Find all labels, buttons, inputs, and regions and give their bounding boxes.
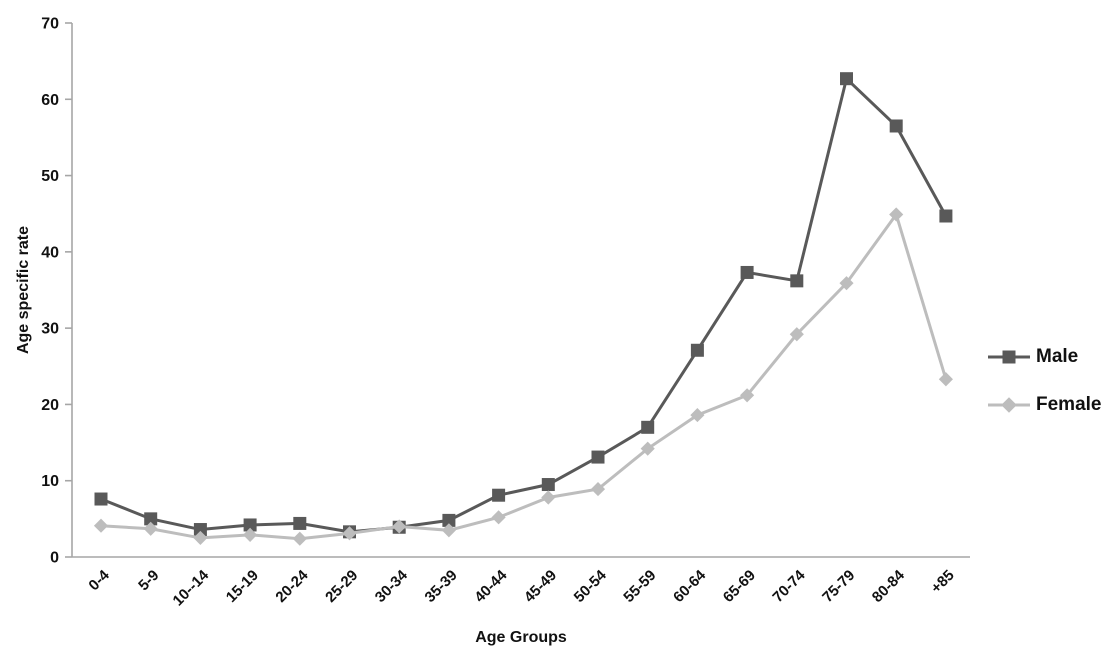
y-tick-label: 30	[41, 321, 59, 338]
female-marker	[740, 388, 755, 403]
x-tick-label: 20-24	[272, 566, 312, 606]
x-tick-label: 55-59	[620, 567, 659, 606]
male-legend-label: Male	[1036, 346, 1079, 367]
male-marker	[740, 265, 754, 279]
x-tick-label: 80-84	[869, 566, 909, 606]
male-marker	[492, 488, 506, 502]
x-tick-label: 40-44	[471, 566, 511, 606]
female-line	[100, 211, 948, 541]
female-legend-label: Female	[1036, 394, 1102, 415]
female-marker	[441, 523, 456, 538]
male-marker	[442, 513, 456, 527]
x-tick-label: 45-49	[521, 567, 560, 606]
male-marker	[641, 420, 655, 434]
male-marker	[193, 523, 207, 537]
male-series-marker-icon	[988, 348, 1030, 366]
x-tick-label: 75-79	[819, 567, 858, 606]
male-marker	[243, 518, 257, 532]
legend: Male Female	[988, 346, 1101, 416]
male-marker	[94, 492, 108, 506]
male-marker	[293, 516, 307, 530]
male-marker	[541, 478, 555, 492]
male-marker	[840, 72, 853, 86]
male-legend-square-icon	[1002, 350, 1016, 364]
male-marker	[939, 209, 953, 223]
y-axis-title: Age specific rate	[15, 225, 32, 355]
female-marker	[342, 526, 357, 541]
female-marker	[690, 408, 705, 423]
x-tick-label: 15-19	[223, 567, 262, 606]
legend-item-female: Female	[988, 394, 1101, 416]
x-tick-label: +85	[928, 567, 958, 597]
female-marker	[541, 490, 556, 505]
male-marker	[144, 512, 158, 526]
y-tick-label: 50	[41, 168, 59, 185]
female-marker	[839, 276, 854, 291]
female-marker	[93, 518, 109, 533]
y-tick-label: 60	[41, 92, 59, 109]
female-legend-diamond-icon	[1001, 397, 1017, 413]
female-marker	[491, 510, 506, 525]
x-tick-label: 50-54	[571, 566, 611, 606]
male-marker	[591, 450, 605, 464]
x-tick-label: 30-34	[372, 566, 412, 606]
female-marker	[392, 519, 407, 534]
x-tick-label: 65-69	[720, 567, 759, 606]
y-tick-label: 40	[41, 244, 59, 261]
x-tick-label: 60-64	[670, 566, 710, 606]
male-marker	[690, 343, 704, 357]
x-tick-label: 70-74	[769, 566, 809, 606]
female-marker	[193, 530, 208, 545]
female-marker	[938, 372, 953, 387]
x-tick-label: 0-4	[85, 566, 113, 594]
x-tick-label: 25-29	[322, 567, 361, 606]
female-marker	[640, 441, 655, 456]
y-tick-label: 20	[41, 397, 59, 414]
female-marker	[889, 207, 904, 222]
x-tick-label: 5-9	[135, 567, 162, 594]
male-marker	[889, 119, 903, 133]
y-tick-label: 10	[41, 473, 59, 490]
x-tick-label: 10--14	[170, 566, 213, 609]
female-marker	[590, 482, 606, 497]
y-tick-label: 0	[50, 550, 59, 567]
female-marker	[789, 327, 804, 342]
female-marker	[292, 531, 307, 546]
female-marker	[243, 527, 258, 542]
male-marker	[790, 274, 804, 288]
male-line	[100, 75, 948, 534]
y-tick-label: 70	[41, 16, 59, 33]
x-axis-title: Age Groups	[475, 629, 567, 646]
x-tick-label: 35-39	[422, 567, 461, 606]
female-series-marker-icon	[988, 396, 1030, 414]
legend-item-male: Male	[988, 346, 1101, 368]
female-marker	[143, 521, 158, 536]
